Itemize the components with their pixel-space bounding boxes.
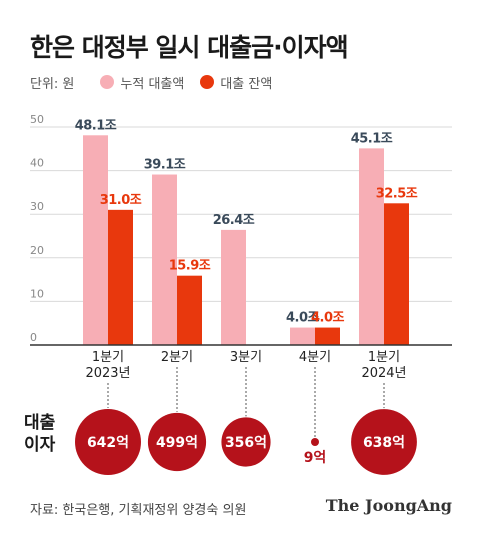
y-tick-label-0: 0	[30, 331, 37, 344]
bar-balance-4	[384, 203, 409, 345]
bar-cumulative-1	[152, 174, 177, 345]
x-tick-label-1: 2분기	[161, 350, 193, 365]
legend-label-balance: 대출 잔액	[220, 76, 273, 92]
interest-circle-1	[147, 412, 207, 472]
x-tick-label-4: 1분기	[368, 350, 400, 365]
x-tick-label-3: 4분기	[299, 350, 331, 365]
x-tick-label-2: 3분기	[230, 350, 262, 365]
interest-value-1: 499억	[156, 435, 198, 451]
legend-swatch-balance	[200, 75, 215, 89]
bar-balance-1	[177, 275, 202, 345]
data-label-cumulative-4: 45.1조	[351, 131, 393, 146]
interest-value-4: 638억	[363, 435, 405, 451]
unit-label: 단위: 원	[30, 76, 75, 92]
data-label-balance-4: 32.5조	[376, 186, 418, 201]
data-label-cumulative-0: 48.1조	[75, 118, 117, 133]
interest-circle-0	[75, 409, 141, 475]
data-label-balance-1: 15.9조	[169, 259, 211, 274]
legend: 단위: 원 누적 대출액 대출 잔액	[30, 72, 288, 92]
bar-cumulative-2	[221, 229, 246, 345]
legend-item-cumulative: 누적 대출액	[100, 73, 184, 92]
legend-label-cumulative: 누적 대출액	[120, 76, 185, 92]
x-tick-label-0-year: 2023년	[85, 366, 130, 381]
x-tick-label-4-year: 2024년	[361, 366, 406, 381]
data-label-cumulative-1: 39.1조	[144, 158, 186, 173]
interest-value-2: 356억	[225, 435, 267, 451]
chart-title: 한은 대정부 일시 대출금·이자액	[30, 33, 349, 62]
bar-cumulative-4	[359, 148, 384, 345]
y-tick-label-10: 10	[30, 287, 44, 300]
data-label-cumulative-2: 26.4조	[213, 213, 255, 228]
interest-circle-4	[351, 409, 417, 475]
interest-circle-3	[311, 438, 319, 446]
data-label-cumulative-3: 4.0조	[286, 311, 320, 326]
data-label-balance-3: 4.0조	[311, 311, 345, 326]
interest-value-0: 642억	[87, 435, 129, 451]
source-note: 자료: 한국은행, 기획재정위 양경숙 의원	[30, 503, 247, 518]
legend-swatch-cumulative	[100, 75, 115, 89]
x-tick-label-0: 1분기	[92, 350, 124, 365]
data-label-balance-0: 31.0조	[100, 193, 142, 208]
y-tick-label-30: 30	[30, 200, 44, 213]
interest-circle-2	[221, 417, 271, 467]
interest-label: 대출 이자	[24, 413, 56, 455]
y-tick-label-20: 20	[30, 244, 44, 257]
brand-logo: The JoongAng	[325, 496, 452, 515]
bar-cumulative-0	[83, 135, 108, 345]
bar-cumulative-3	[290, 327, 315, 345]
legend-item-balance: 대출 잔액	[200, 73, 272, 92]
y-tick-label-40: 40	[30, 157, 44, 170]
interest-value-3: 9억	[304, 450, 327, 466]
bar-balance-3	[315, 327, 340, 345]
bar-balance-0	[108, 209, 133, 345]
interest-row-label: 대출 이자	[24, 412, 64, 456]
y-tick-label-50: 50	[30, 113, 44, 126]
